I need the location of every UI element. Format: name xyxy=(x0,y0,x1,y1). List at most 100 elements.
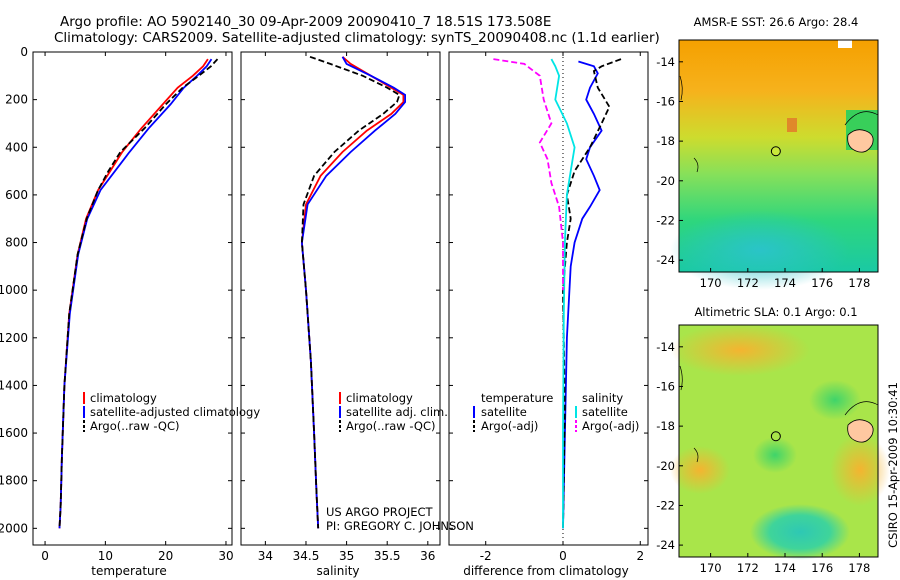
map-x-tick-label: 176 xyxy=(811,276,833,290)
x-tick-label: 2 xyxy=(636,549,644,563)
sst-missing-data xyxy=(838,40,852,48)
sla-map-title: Altimetric SLA: 0.1 Argo: 0.1 xyxy=(694,305,857,319)
y-tick-label: 800 xyxy=(5,236,28,250)
y-tick-label: 400 xyxy=(5,140,28,154)
map-y-tick-label: -16 xyxy=(656,379,675,393)
series-line-climatology xyxy=(58,58,209,529)
sla-low-patch xyxy=(809,380,861,420)
map-y-tick-label: -18 xyxy=(656,419,675,433)
fiji-island-outline xyxy=(847,129,874,153)
legend-label: satellite xyxy=(582,405,628,419)
sst-map-ticks: 170 172 174 176 178 -14 -16 -18 -20 -22 -24 xyxy=(656,55,870,290)
temperature-panel xyxy=(32,51,233,546)
x-tick-label: 34 xyxy=(258,549,273,563)
figure-title: Argo profile: AO 5902140_30 09-Apr-2009 … xyxy=(60,14,551,30)
temperature-legend: climatology satellite-adjusted climatolo… xyxy=(83,391,260,433)
temperature-axis-label: temperature xyxy=(91,564,166,578)
sla-high-patch xyxy=(670,324,810,376)
y-tick-label: 1800 xyxy=(0,474,28,488)
x-tick-label: 34.5 xyxy=(293,549,320,563)
sst-map-frame xyxy=(678,39,879,273)
figure-subtitle: Climatology: CARS2009. Satellite-adjuste… xyxy=(54,30,660,46)
series-line-temperature-satellite xyxy=(562,60,603,529)
difference-legend: temperature salinity satellite Argo(-adj… xyxy=(473,391,639,433)
argo-float-marker xyxy=(770,431,781,442)
sla-low-patch xyxy=(753,437,797,473)
x-tick-label: 10 xyxy=(98,549,113,563)
map-x-tick-label: 178 xyxy=(848,276,870,290)
legend-label: Argo(..raw -QC) xyxy=(346,419,436,433)
difference-axis-label: difference from climatology xyxy=(463,564,629,578)
coastline xyxy=(844,401,879,416)
series-line-argo-raw-qc xyxy=(58,58,219,529)
y-tick-label: 2000 xyxy=(0,521,28,535)
series-line-salinity-satellite xyxy=(550,58,576,529)
sst-cool-patch xyxy=(670,210,850,290)
map-x-tick-label: 178 xyxy=(848,561,870,575)
fiji-island-outline xyxy=(847,419,874,443)
legend-title-salinity: salinity xyxy=(582,391,623,405)
y-tick-label: 0 xyxy=(20,45,28,59)
legend-label: Argo(..raw -QC) xyxy=(90,419,180,433)
series-line-climatology xyxy=(300,56,405,529)
coastline xyxy=(679,75,683,101)
sla-high-patch xyxy=(670,446,730,494)
x-tick-label: 36 xyxy=(420,549,435,563)
sla-map-ticks: 170 172 174 176 178 -14 -16 -18 -20 -22 -24 xyxy=(656,340,870,575)
sst-map-title: AMSR-E SST: 26.6 Argo: 28.4 xyxy=(694,15,859,29)
map-y-tick-label: -20 xyxy=(656,459,675,473)
map-x-tick-label: 176 xyxy=(811,561,833,575)
coastline xyxy=(679,365,683,391)
series-line-satellite-adjusted-climatology xyxy=(58,58,213,529)
map-x-tick-label: 174 xyxy=(774,276,796,290)
coastline xyxy=(693,447,699,463)
sla-high-patch xyxy=(830,434,890,506)
map-y-tick-label: -14 xyxy=(656,340,675,354)
coastline xyxy=(844,111,879,126)
map-y-tick-label: -24 xyxy=(656,538,675,552)
map-x-tick-label: 170 xyxy=(700,276,722,290)
salinity-legend: climatology satellite adj. clim. Argo(..… xyxy=(339,391,448,433)
difference-lines xyxy=(493,58,622,529)
x-tick-label: 30 xyxy=(218,549,233,563)
x-tick-label: 35 xyxy=(339,549,354,563)
sla-map xyxy=(670,324,890,560)
sst-warm-pixel xyxy=(787,118,797,132)
difference-panel xyxy=(448,51,649,546)
coastline xyxy=(693,157,699,173)
y-tick-label: 1000 xyxy=(0,283,28,297)
legend-title-temperature: temperature xyxy=(481,391,553,405)
project-pi: PI: GREGORY C. JOHNSON xyxy=(326,519,474,533)
depth-axis: 0 200 400 600 800 1000 1200 1400 1600 1800 2000 xyxy=(0,45,648,535)
salinity-panel xyxy=(240,51,441,546)
series-line-temperature-argo-adj xyxy=(562,58,622,529)
x-axes: 0 10 20 30 34 34.5 35 35.5 36 -2 0 2 xyxy=(41,52,644,563)
series-line-salinity-argo-adj xyxy=(493,58,564,291)
legend-label: satellite-adjusted climatology xyxy=(90,405,260,419)
timestamp-label: CSIRO 15-Apr-2009 10:30:41 xyxy=(886,382,900,548)
x-tick-label: -2 xyxy=(480,549,492,563)
map-x-tick-label: 172 xyxy=(737,276,759,290)
x-tick-label: 0 xyxy=(559,549,567,563)
y-tick-label: 1400 xyxy=(0,378,28,392)
map-y-tick-label: -22 xyxy=(656,498,675,512)
series-line-argo-raw-qc xyxy=(300,55,401,529)
sst-map xyxy=(670,39,879,290)
map-y-tick-label: -18 xyxy=(656,134,675,148)
legend-label: Argo(-adj) xyxy=(481,419,538,433)
legend-label: satellite adj. clim. xyxy=(346,405,448,419)
y-tick-label: 1600 xyxy=(0,426,28,440)
salinity-axis-label: salinity xyxy=(316,564,359,578)
x-tick-label: 20 xyxy=(158,549,173,563)
sla-map-frame xyxy=(678,324,879,558)
legend-label: Argo(-adj) xyxy=(582,419,639,433)
map-x-tick-label: 174 xyxy=(774,561,796,575)
map-y-tick-label: -22 xyxy=(656,213,675,227)
map-y-tick-label: -16 xyxy=(656,94,675,108)
x-tick-label: 0 xyxy=(41,549,49,563)
legend-label: climatology xyxy=(346,391,413,405)
temperature-lines xyxy=(58,58,219,529)
project-name: US ARGO PROJECT xyxy=(326,505,434,519)
y-tick-label: 1200 xyxy=(0,331,28,345)
